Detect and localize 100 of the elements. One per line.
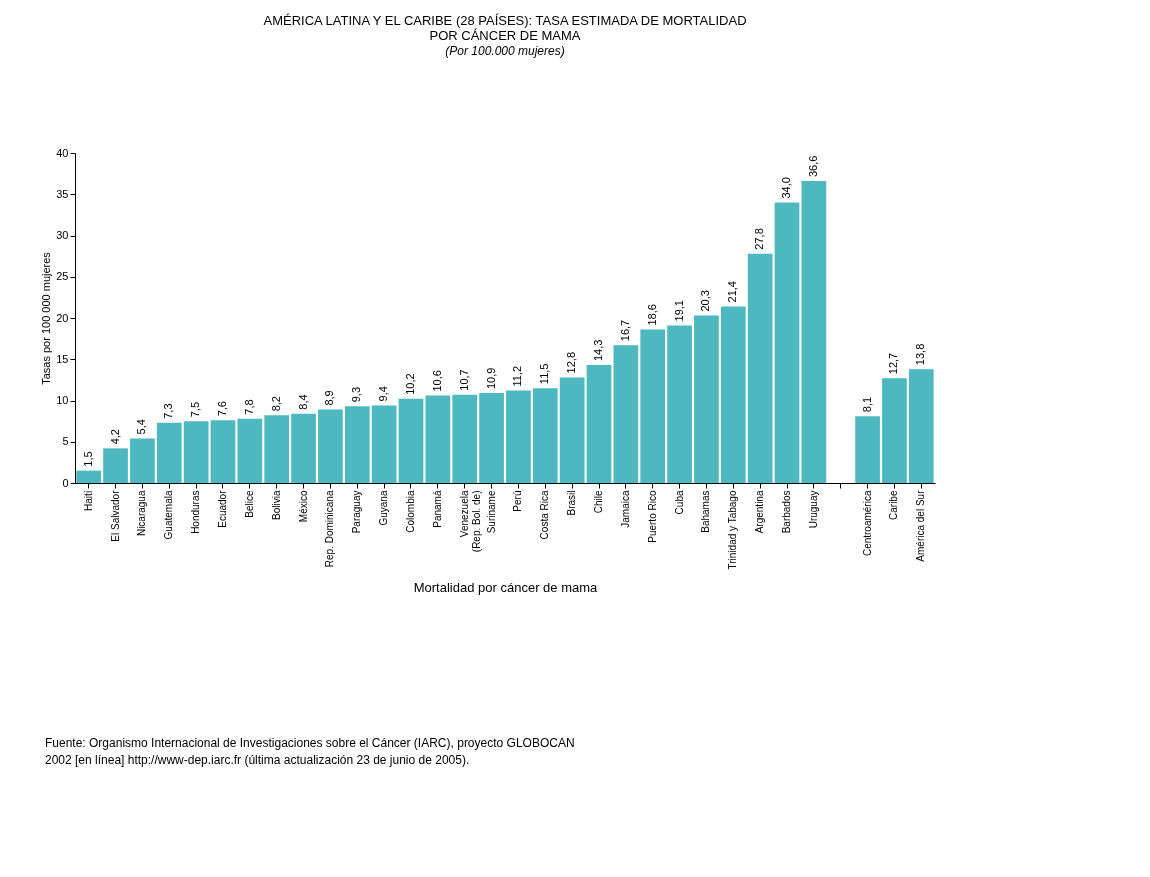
bar [559, 377, 585, 483]
bar [344, 406, 370, 483]
y-tick-label: 10 [56, 394, 69, 406]
data-label: 21,4 [726, 281, 739, 303]
x-tick-label: Venezuela (Rep. Bol. de) [458, 490, 482, 553]
data-label: 13,8 [914, 343, 927, 366]
data-label: 34,0 [780, 177, 793, 199]
x-tick-label: México [297, 490, 309, 523]
bar [479, 393, 504, 483]
data-label: 8,1 [860, 396, 873, 413]
x-tick-label: Nicaragua [136, 490, 148, 537]
bar [532, 388, 558, 483]
bar [264, 415, 290, 483]
data-label: 12,8 [565, 351, 578, 374]
x-tick-label: Brasil [566, 490, 578, 516]
x-tick-label: Panamá [431, 490, 443, 528]
data-label: 16,7 [618, 319, 631, 342]
x-tick-label: Caribe [888, 490, 900, 520]
data-label: 4,2 [108, 429, 121, 445]
bar [76, 470, 102, 483]
bar [774, 202, 800, 483]
bar [855, 416, 880, 483]
data-label: 19,1 [672, 300, 685, 322]
data-label: 5,4 [135, 419, 148, 435]
bar [506, 390, 531, 483]
x-tick-label: Suriname [485, 490, 497, 534]
y-tick-label: 30 [56, 229, 69, 241]
x-tick-label: Perú [512, 490, 524, 512]
bar [801, 181, 827, 483]
bar [398, 398, 424, 483]
data-label: 36,6 [806, 155, 819, 178]
data-label: 7,5 [189, 401, 202, 418]
data-label: 7,6 [215, 401, 228, 417]
chart-title: AMÉRICA LATINA Y EL CARIBE (28 PAÍSES): TASA ESTIMADA DE MORTALIDAD POR CÁNCER DE MAMA [263, 13, 747, 43]
y-tick-label: 35 [56, 187, 69, 200]
data-label: 8,4 [296, 394, 309, 410]
x-tick-label: Haití [82, 490, 94, 512]
y-axis-title: Tasas por 100 000 mujeres [40, 251, 53, 385]
y-tick-label: 0 [62, 476, 69, 489]
bar [371, 405, 397, 483]
chart-subtitle: (Por 100.000 mujeres) [445, 44, 565, 58]
bar [156, 422, 182, 483]
x-tick-label: Costa Rica [539, 490, 551, 540]
bar [103, 448, 128, 483]
bar [210, 420, 236, 483]
x-tick-label: Bahamas [700, 490, 712, 533]
data-label: 20,3 [699, 290, 712, 312]
x-tick-label: Ecuador [216, 489, 228, 528]
x-tick-label: América del Sur [915, 489, 927, 562]
data-label: 10,9 [484, 367, 497, 390]
data-label: 14,3 [592, 339, 604, 362]
x-tick-label: Colombia [405, 490, 416, 533]
bar [183, 421, 209, 483]
data-label: 11,2 [511, 366, 524, 387]
data-label: 9,3 [350, 386, 363, 403]
y-tick-label: 20 [56, 311, 69, 324]
bar [237, 418, 263, 483]
x-tick-label: Guyana [378, 490, 390, 526]
bar [720, 306, 746, 483]
bar [586, 365, 612, 483]
x-tick-label: Centroamérica [861, 490, 873, 557]
bar [291, 413, 316, 483]
data-label: 10,6 [430, 370, 443, 392]
data-label: 10,7 [457, 369, 470, 391]
x-tick-label: Honduras [190, 490, 202, 534]
bar [130, 438, 155, 483]
data-label: 11,5 [538, 363, 551, 385]
y-tick-label: 5 [62, 435, 69, 448]
data-label: 8,9 [323, 390, 336, 406]
x-tick-label: Argentina [754, 490, 766, 534]
bar [452, 394, 478, 483]
data-label: 7,8 [242, 399, 255, 415]
x-tick-label: Chile [593, 490, 604, 514]
bar [640, 329, 666, 483]
x-tick-label: Belice [243, 490, 255, 518]
y-tick-label: 25 [56, 270, 69, 283]
x-tick-label: Jamaica [619, 490, 631, 528]
bar [667, 325, 692, 483]
source-note: Fuente: Organismo Internacional de Investigaciones sobre el Cáncer (IARC), proyecto GLOBOCAN 2002 [en línea] http://www-dep.iarc.fr (última actualización 23 de junio de 2005). [45, 736, 575, 767]
x-tick-label: Paraguay [351, 490, 363, 534]
y-tick-label: 15 [56, 352, 69, 365]
bar [425, 395, 451, 483]
bar [747, 253, 773, 483]
x-axis-title: Mortalidad por cáncer de mama [413, 579, 599, 595]
bar [318, 409, 343, 483]
bar [908, 369, 934, 483]
x-tick-label: Barbados [781, 490, 793, 534]
x-tick-label: Rep. Dominicana [324, 490, 336, 568]
x-tick-label: Trinidad y Tabago [727, 490, 739, 570]
x-tick-label: Uruguay [807, 490, 819, 529]
data-label: 27,8 [753, 228, 766, 250]
bar [694, 315, 719, 483]
data-label: 8,2 [269, 396, 282, 412]
y-tick-label: 40 [56, 146, 69, 159]
data-label: 9,4 [377, 386, 390, 402]
data-label: 10,2 [404, 373, 416, 395]
bar [882, 378, 907, 483]
data-label: 1,5 [81, 451, 94, 467]
x-tick-label: Bolivia [270, 490, 282, 520]
x-tick-label: El Salvador [109, 489, 121, 542]
